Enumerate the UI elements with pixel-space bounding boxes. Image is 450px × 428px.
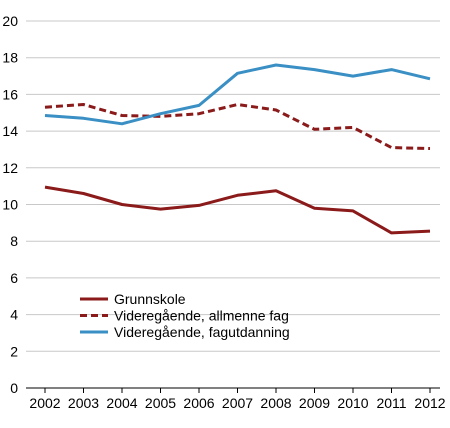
x-tick-label: 2007	[222, 395, 253, 411]
series-line-2	[44, 103, 431, 150]
x-tick-label: 2010	[337, 395, 368, 411]
series-lines	[44, 63, 431, 235]
x-tick-label: 2012	[414, 395, 445, 411]
x-tick-label: 2004	[106, 395, 137, 411]
x-tick-label: 2011	[376, 395, 406, 411]
y-tick-label: 8	[10, 233, 18, 249]
x-tick-label: 2006	[183, 395, 214, 411]
y-tick-label: 12	[2, 160, 18, 176]
x-axis-ticks: 2002 2003 2004 2005 2006 2007 2008 2009 2010 2011…	[29, 388, 446, 411]
x-tick-label: 2009	[299, 395, 330, 411]
x-tick-label: 2003	[68, 395, 99, 411]
x-tick-label: 2008	[260, 395, 291, 411]
y-tick-label: 0	[10, 380, 18, 396]
legend-label-2: Videregående, allmenne fag	[114, 308, 289, 324]
y-tick-label: 16	[2, 86, 18, 102]
y-tick-label: 4	[10, 307, 18, 323]
legend-label-3: Videregående, fagutdanning	[114, 324, 290, 340]
y-tick-label: 18	[2, 50, 18, 66]
series-line-1	[44, 185, 431, 235]
y-tick-label: 10	[2, 197, 18, 213]
x-tick-label: 2002	[29, 395, 60, 411]
y-tick-label: 14	[2, 123, 18, 139]
y-tick-label: 20	[2, 13, 18, 29]
legend-label-1: Grunnskole	[114, 291, 186, 307]
y-tick-label: 6	[10, 270, 18, 286]
y-axis-ticks: 0 2 4 6 8 10 12 14 16 18 20	[2, 13, 18, 396]
x-tick-label: 2005	[145, 395, 176, 411]
y-tick-label: 2	[10, 343, 18, 359]
